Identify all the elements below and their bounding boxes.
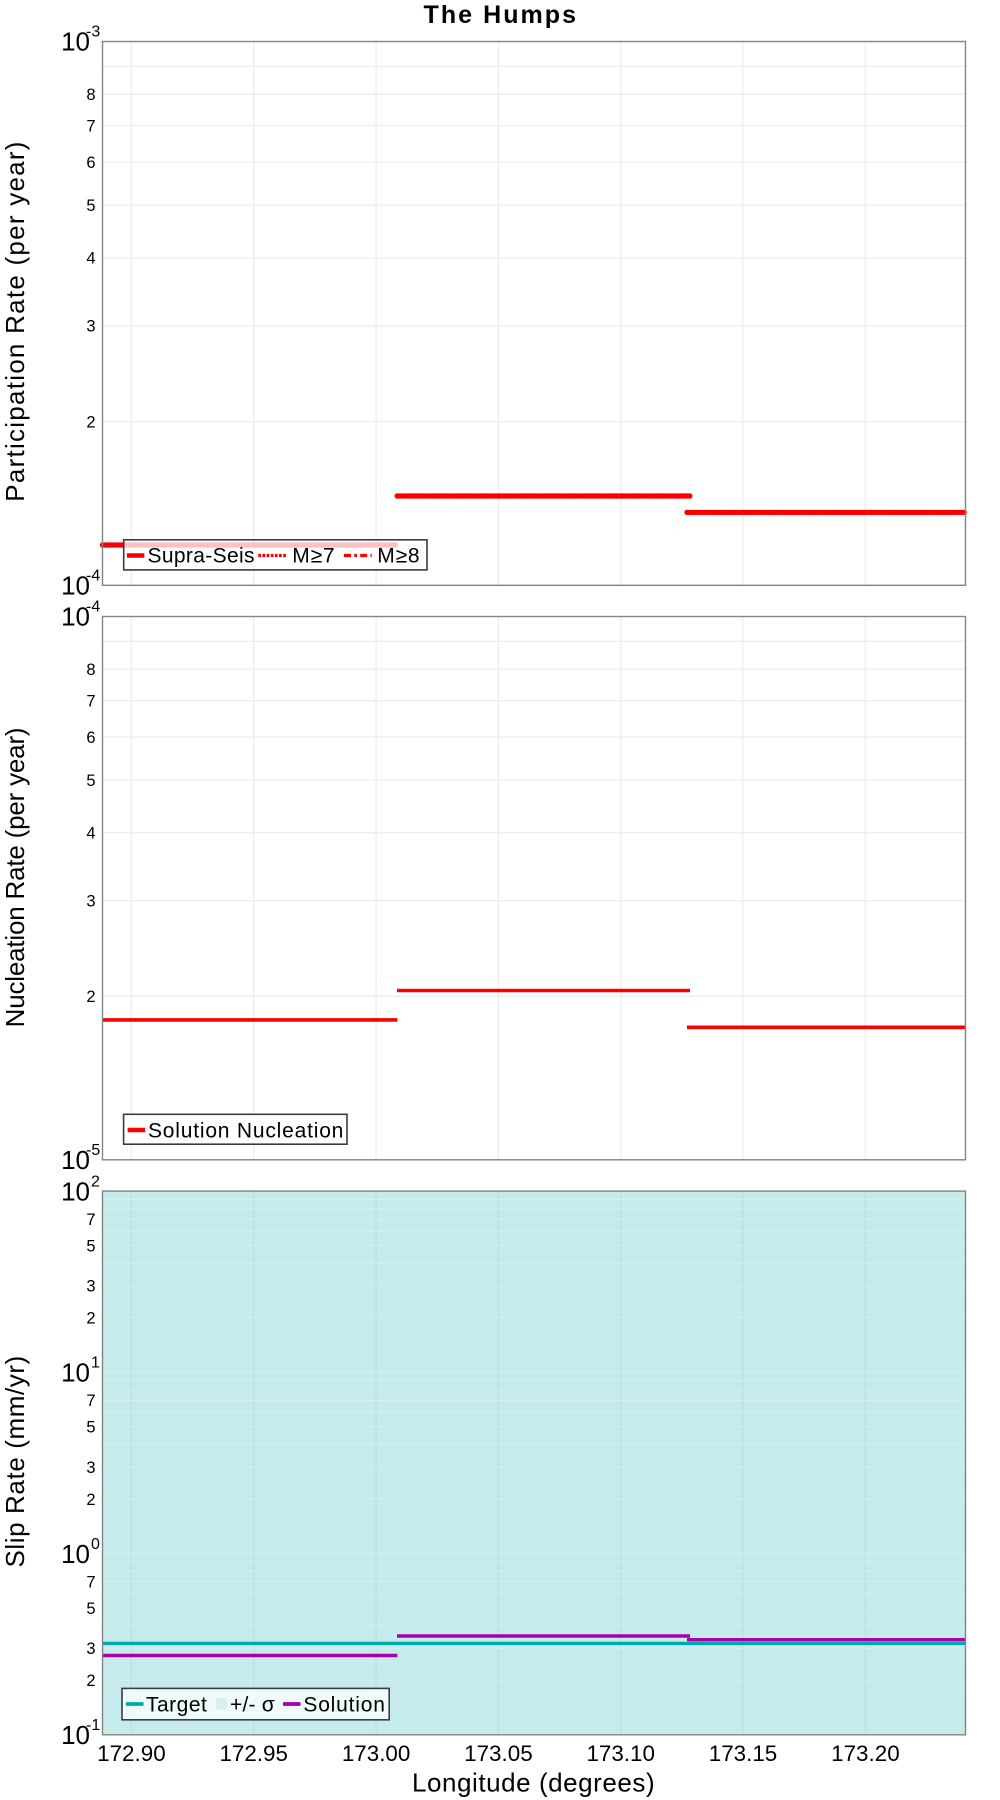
svg-text:Target: Target [146, 1694, 207, 1717]
svg-text:172.90: 172.90 [97, 1741, 165, 1766]
svg-text:10: 10 [61, 571, 90, 601]
svg-text:6: 6 [86, 154, 95, 172]
svg-text:7: 7 [86, 1211, 95, 1229]
svg-text:3: 3 [86, 1640, 95, 1658]
svg-text:0: 0 [91, 1536, 100, 1553]
svg-text:7: 7 [86, 1573, 95, 1591]
svg-text:3: 3 [86, 1459, 95, 1477]
svg-text:-1: -1 [86, 1717, 100, 1734]
svg-text:7: 7 [86, 1392, 95, 1410]
svg-text:+/- σ: +/- σ [230, 1694, 275, 1717]
svg-text:4: 4 [86, 250, 95, 268]
svg-text:7: 7 [86, 693, 95, 711]
svg-text:Slip Rate (mm/yr): Slip Rate (mm/yr) [0, 1355, 30, 1567]
svg-text:Longitude (degrees): Longitude (degrees) [412, 1768, 655, 1798]
svg-text:8: 8 [86, 661, 95, 679]
svg-text:173.15: 173.15 [709, 1741, 777, 1766]
svg-text:2: 2 [86, 988, 95, 1006]
svg-text:4: 4 [86, 825, 95, 843]
svg-text:10: 10 [61, 1176, 90, 1206]
svg-text:10: 10 [61, 1358, 90, 1388]
svg-text:Participation Rate (per year): Participation Rate (per year) [0, 140, 30, 501]
svg-text:5: 5 [86, 772, 95, 790]
svg-text:2: 2 [91, 1173, 100, 1190]
svg-text:172.95: 172.95 [219, 1741, 287, 1766]
svg-text:Solution: Solution [303, 1694, 385, 1717]
svg-text:2: 2 [86, 1491, 95, 1509]
svg-text:173.10: 173.10 [586, 1741, 654, 1766]
svg-text:2: 2 [86, 413, 95, 431]
svg-text:1: 1 [91, 1355, 100, 1372]
svg-text:-4: -4 [86, 568, 100, 585]
svg-text:-3: -3 [86, 24, 100, 41]
svg-text:6: 6 [86, 729, 95, 747]
svg-text:Solution Nucleation: Solution Nucleation [148, 1120, 344, 1143]
svg-text:8: 8 [86, 86, 95, 104]
svg-text:173.00: 173.00 [342, 1741, 410, 1766]
svg-text:Supra-Seis: Supra-Seis [148, 545, 255, 568]
svg-text:173.20: 173.20 [831, 1741, 899, 1766]
svg-text:5: 5 [86, 1600, 95, 1618]
svg-text:173.05: 173.05 [464, 1741, 532, 1766]
svg-text:-5: -5 [86, 1142, 100, 1159]
svg-text:5: 5 [86, 1419, 95, 1437]
svg-text:10: 10 [61, 1539, 90, 1569]
svg-text:Nucleation Rate (per year): Nucleation Rate (per year) [0, 728, 30, 1028]
svg-text:The Humps: The Humps [424, 1, 579, 29]
svg-text:3: 3 [86, 1278, 95, 1296]
svg-text:M≥8: M≥8 [377, 544, 420, 567]
svg-text:5: 5 [86, 1238, 95, 1256]
svg-text:10: 10 [61, 602, 90, 632]
svg-text:3: 3 [86, 318, 95, 336]
svg-text:10: 10 [61, 1720, 90, 1750]
svg-text:10: 10 [61, 27, 90, 57]
svg-text:2: 2 [86, 1672, 95, 1690]
svg-text:M≥7: M≥7 [292, 544, 335, 567]
svg-text:2: 2 [86, 1310, 95, 1328]
svg-text:3: 3 [86, 892, 95, 910]
svg-text:-4: -4 [86, 599, 100, 616]
svg-text:10: 10 [61, 1145, 90, 1175]
svg-text:5: 5 [86, 197, 95, 215]
svg-text:7: 7 [86, 118, 95, 136]
